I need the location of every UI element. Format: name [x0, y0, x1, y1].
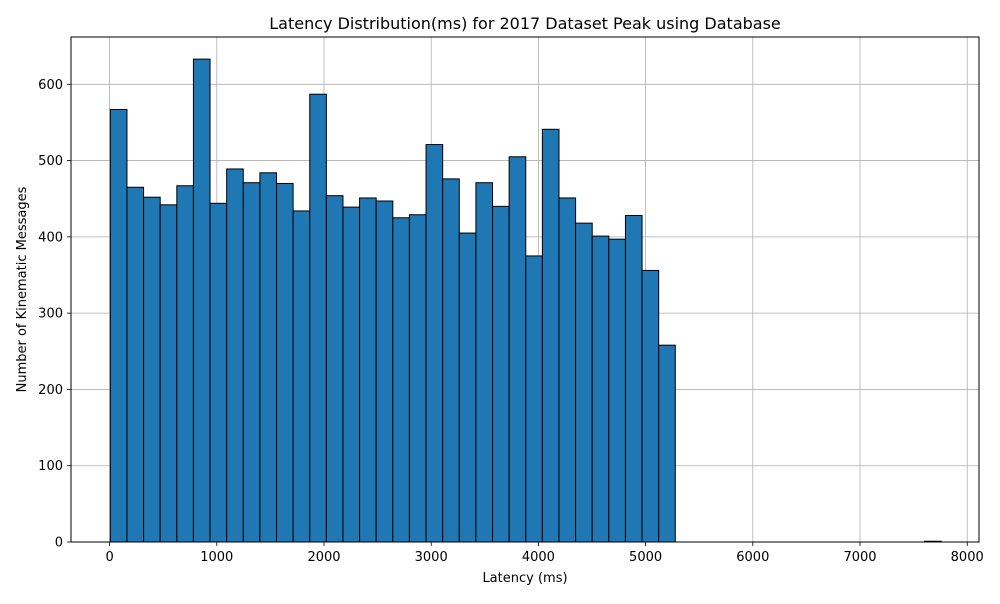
histogram-bar: [525, 255, 543, 543]
bars-layer: [109, 58, 942, 543]
histogram-bar: [558, 197, 577, 543]
histogram-bar: [276, 182, 294, 543]
histogram-bar: [342, 206, 361, 543]
histogram-bar: [192, 58, 211, 543]
histogram-bar: [624, 215, 643, 543]
x-tick-label: 5000: [629, 550, 662, 565]
histogram-bar: [591, 235, 610, 543]
y-tick-label: 0: [55, 536, 63, 551]
histogram-bar: [325, 195, 344, 543]
histogram-bar: [492, 205, 510, 543]
histogram-bar: [375, 200, 394, 543]
histogram-bar: [309, 93, 327, 543]
histogram-bar: [392, 217, 410, 543]
histogram-bar: [143, 196, 161, 543]
histogram-bar: [109, 108, 128, 543]
histogram-bar: [608, 238, 626, 543]
histogram-bar: [508, 156, 527, 543]
histogram-bar: [541, 128, 560, 543]
x-tick-label: 3000: [415, 550, 448, 565]
histogram-bar: [242, 182, 261, 543]
x-tick-label: 6000: [736, 550, 769, 565]
histogram-bar: [408, 214, 427, 543]
y-tick-label: 400: [38, 230, 63, 245]
y-tick-label: 600: [38, 78, 63, 93]
histogram-bar: [359, 197, 377, 543]
histogram-bar: [475, 182, 494, 543]
chart-title: Latency Distribution(ms) for 2017 Datase…: [269, 14, 781, 33]
y-tick-label: 100: [38, 459, 63, 474]
y-axis-label: Number of Kinematic Messages: [15, 186, 30, 392]
x-tick-label: 1000: [200, 550, 233, 565]
plot-frame: [70, 36, 980, 543]
histogram-bar: [641, 269, 660, 543]
histogram-bar: [159, 204, 178, 543]
histogram-bar: [259, 172, 278, 543]
histogram-bar: [126, 186, 145, 543]
y-tick-label: 500: [38, 154, 63, 169]
histogram-bar: [226, 168, 244, 543]
histogram-bar: [658, 344, 676, 543]
x-tick-label: 8000: [951, 550, 984, 565]
x-tick-label: 2000: [307, 550, 340, 565]
x-tick-label: 4000: [522, 550, 555, 565]
histogram-bar: [458, 232, 477, 543]
histogram-bar: [442, 178, 460, 543]
x-tick-label: 7000: [843, 550, 876, 565]
y-tick-label: 300: [38, 307, 63, 322]
histogram-bar: [292, 210, 311, 543]
histogram-bar: [176, 185, 194, 543]
histogram-bar: [425, 144, 444, 543]
y-tick-label: 200: [38, 383, 63, 398]
histogram-bar: [209, 202, 228, 543]
x-tick-label: 0: [105, 550, 113, 565]
histogram-bar: [575, 222, 593, 543]
x-axis-label: Latency (ms): [482, 571, 567, 586]
ticks-layer: 0 1000 2000 3000 4000 5000 6000 7000 8000 0 100 200…: [38, 78, 984, 565]
